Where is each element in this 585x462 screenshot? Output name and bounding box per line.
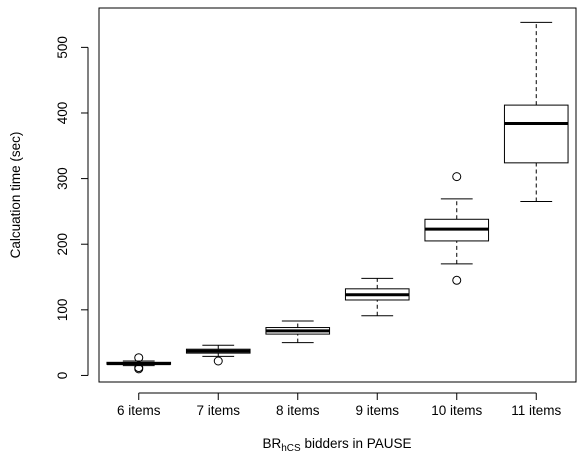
box-10-items: [424, 172, 490, 285]
y-tick-label: 200: [55, 233, 70, 256]
y-axis-label: Calcuation time (sec): [8, 132, 23, 259]
x-axis-label: BRhCS bidders in PAUSE: [262, 436, 411, 454]
box-9-items: [344, 277, 410, 317]
x-tick-label: 8 items: [276, 403, 320, 418]
y-tick-label: 0: [55, 372, 70, 380]
outlier-point: [134, 363, 144, 373]
box-group: [106, 21, 569, 374]
box-7-items: [185, 344, 251, 366]
x-axis: 6 items 7 items 8 items 9 items 10 items 11 i…: [117, 392, 562, 418]
plot-frame: [98, 7, 577, 383]
y-tick-label: 100: [55, 299, 70, 322]
outlier-point: [134, 353, 144, 363]
box-8-items: [265, 320, 331, 344]
outlier-point: [213, 356, 223, 366]
outlier-point: [452, 275, 462, 285]
box-iqr: [503, 104, 569, 164]
x-axis-label-subscript: hCS: [281, 443, 301, 454]
x-tick-label: 6 items: [117, 403, 161, 418]
x-tick-label: 9 items: [355, 403, 399, 418]
x-axis-label-suffix: bidders in PAUSE: [301, 436, 412, 451]
x-tick-label: 10 items: [431, 403, 482, 418]
box-11-items: [503, 21, 569, 203]
x-axis-label-prefix: BR: [262, 436, 281, 451]
y-axis: 0 100 200 300 400 500: [55, 36, 89, 380]
outlier-point: [452, 172, 462, 182]
box-6-items: [106, 353, 172, 374]
y-tick-label: 400: [55, 102, 70, 125]
x-tick-label: 11 items: [511, 403, 561, 418]
x-tick-label: 7 items: [196, 403, 240, 418]
y-tick-label: 300: [55, 167, 70, 190]
y-tick-label: 500: [55, 36, 70, 59]
